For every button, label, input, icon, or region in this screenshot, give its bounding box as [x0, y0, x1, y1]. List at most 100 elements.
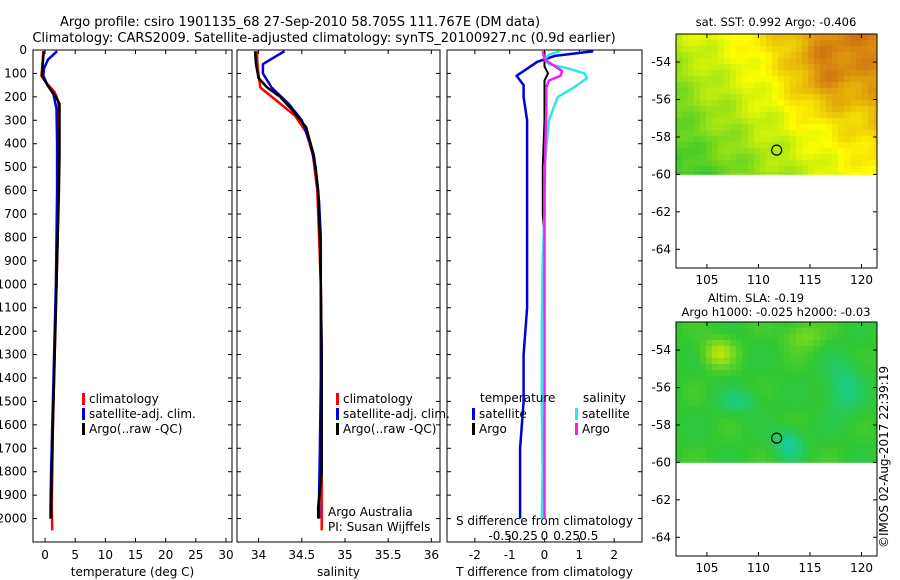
sla-map-data-grid: [676, 322, 878, 463]
temperature-ytick-label: 900: [4, 254, 27, 268]
difference-s-axis-label: S difference from climatology: [456, 514, 633, 528]
temperature-ytick-label: 1100: [0, 301, 27, 315]
sla-map-panel: -54 -56 -58 -60 -62 -64 105 110 115 120 Altim. SLA…: [651, 291, 878, 575]
difference-t-axis-label: T difference from climatology: [455, 565, 633, 579]
salinity-legend-satellite-label: satellite-adj. clim.: [343, 407, 450, 421]
temperature-ytick-label: 100: [4, 66, 27, 80]
temperature-series-satellite: [42, 50, 59, 519]
temperature-ytick-label: 1000: [0, 277, 27, 291]
temperature-ytick-label: 800: [4, 230, 27, 244]
temperature-ytick-label: 400: [4, 137, 27, 151]
difference-legend-temperature-satellite-swatch: [472, 408, 475, 420]
temperature-ytick-label: 0: [19, 43, 27, 57]
sst-map-argo-marker: [771, 144, 783, 156]
sla-map-title-line2: Argo h1000: -0.025 h2000: -0.03: [681, 305, 870, 319]
salinity-annotation-line1: Argo Australia: [328, 505, 413, 519]
temperature-xtick-label: 20: [158, 548, 173, 562]
difference-legend-salinity-satellite-label: satellite: [582, 407, 630, 421]
sla-map-ytick-label: -64: [651, 530, 671, 544]
sst-map-xtick-label: 105: [695, 273, 718, 287]
difference-series-salinity-satellite: [540, 50, 589, 519]
temperature-ytick-label: 1500: [0, 394, 27, 408]
difference-legend-salinity-argo-swatch: [575, 423, 578, 435]
salinity-axis-label: salinity: [317, 565, 360, 579]
salinity-xtick-label: 34.5: [288, 548, 315, 562]
sst-map-ytick-label: -60: [651, 167, 671, 181]
sla-map-xtick-label: 115: [799, 561, 822, 575]
figure-title-line1: Argo profile: csiro 1901135_68 27-Sep-20…: [60, 15, 540, 30]
temperature-ytick-label: 1200: [0, 324, 27, 338]
temperature-xtick-label: 5: [71, 548, 79, 562]
difference-t-xtick-label: -2: [469, 548, 481, 562]
temperature-xtick-label: 25: [188, 548, 203, 562]
sla-map-xtick-label: 120: [850, 561, 873, 575]
sst-map-xtick-label: 120: [850, 273, 873, 287]
salinity-legend-argo-swatch: [336, 423, 339, 435]
sst-map-title: sat. SST: 0.992 Argo: -0.406: [696, 15, 857, 29]
temperature-xtick-label: 30: [218, 548, 233, 562]
sst-map-ytick-label: -62: [651, 205, 671, 219]
difference-legend-temperature-title: temperature: [480, 391, 555, 405]
temperature-ytick-label: 500: [4, 160, 27, 174]
sla-map-ytick-label: -54: [651, 343, 671, 357]
temperature-xtick-label: 15: [128, 548, 143, 562]
difference-legend-salinity-argo-label: Argo: [582, 422, 610, 436]
temperature-xtick-label: 0: [41, 548, 49, 562]
difference-t-xtick-label: -1: [504, 548, 516, 562]
sla-map-ytick-label: -62: [651, 493, 671, 507]
temperature-ytick-label: 1900: [0, 488, 27, 502]
difference-s-xtick-label: 0.25: [553, 529, 580, 543]
sla-map-plot-frame: [675, 321, 878, 557]
difference-legend-salinity-title: salinity: [583, 391, 626, 405]
sst-map-ytick-label: -54: [651, 55, 671, 69]
difference-t-xtick-label: 2: [610, 548, 618, 562]
temperature-xtick-label: 10: [98, 548, 113, 562]
temperature-ytick-label: 1400: [0, 371, 27, 385]
sla-map-xtick-label: 110: [747, 561, 770, 575]
temperature-ytick-label: 1700: [0, 441, 27, 455]
temperature-ytick-label: 1800: [0, 465, 27, 479]
sla-map-title-line1: Altim. SLA: -0.19: [708, 291, 804, 305]
temperature-ytick-label: 200: [4, 90, 27, 104]
temperature-ytick-label: 300: [4, 113, 27, 127]
credit-text: ©IMOS 02-Aug-2017 22:39:19: [877, 366, 891, 548]
temperature-legend-satellite-swatch: [82, 408, 85, 420]
figure-title-line2: Climatology: CARS2009. Satellite-adjuste…: [32, 31, 615, 46]
temperature-panel: 0100200300400500600700800900100011001200…: [0, 43, 234, 579]
difference-t-xtick-label: 1: [576, 548, 584, 562]
sst-map-xtick-label: 115: [799, 273, 822, 287]
salinity-legend-climatology-label: climatology: [343, 392, 413, 406]
salinity-series-climatology: [255, 51, 323, 531]
temperature-series-argo: [40, 51, 61, 519]
sst-map-ytick-label: -56: [651, 93, 671, 107]
difference-series-temperature-satellite: [515, 49, 594, 519]
temperature-ytick-label: 700: [4, 207, 27, 221]
salinity-xtick-label: 35.5: [375, 548, 402, 562]
sst-map-ytick-label: -64: [651, 242, 671, 256]
sla-map-ytick-label: -58: [651, 418, 671, 432]
difference-s-xtick-label: 0: [541, 529, 549, 543]
difference-series-salinity-argo: [541, 50, 564, 519]
sla-map-xtick-label: 105: [695, 561, 718, 575]
temperature-ytick-label: 1300: [0, 348, 27, 362]
salinity-legend-satellite-swatch: [336, 408, 339, 420]
salinity-legend-argo-label: Argo(..raw -QC): [343, 422, 436, 436]
sst-map-panel: -54 -56 -58 -60 -62 -64 105 110 115 120 sat. SST: …: [651, 15, 878, 287]
difference-legend-temperature-satellite-label: satellite: [479, 407, 527, 421]
salinity-panel: 34 34.5 35 35.5 36 salinity climatologysatelli…: [236, 49, 450, 579]
sla-map-ytick-label: -56: [651, 381, 671, 395]
salinity-xtick-label: 34: [251, 548, 266, 562]
temperature-plot-frame: [32, 49, 233, 543]
salinity-legend-climatology-swatch: [336, 393, 339, 405]
difference-s-xtick-label: -0.25: [507, 529, 538, 543]
temperature-legend-climatology-swatch: [82, 393, 85, 405]
salinity-plot-frame: [236, 49, 441, 543]
difference-legend-salinity-satellite-swatch: [575, 408, 578, 420]
difference-t-xtick-label: 0: [541, 548, 549, 562]
difference-s-xtick-label: 0.5: [579, 529, 598, 543]
sst-map-xtick-label: 110: [747, 273, 770, 287]
difference-s-xtick-label: -0.5: [488, 529, 511, 543]
difference-legend-temperature-argo-swatch: [472, 423, 475, 435]
salinity-annotation-line2: PI: Susan Wijffels: [328, 520, 430, 534]
temperature-legend-argo-swatch: [82, 423, 85, 435]
